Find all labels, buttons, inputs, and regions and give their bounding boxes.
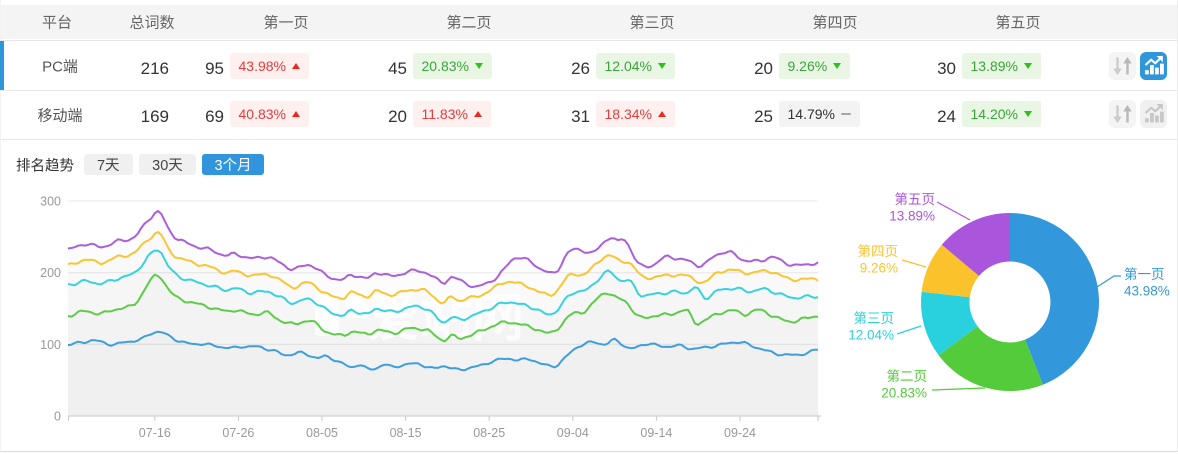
- svg-text:0: 0: [54, 410, 61, 424]
- svg-text:300: 300: [40, 195, 61, 209]
- svg-text:07-16: 07-16: [139, 426, 171, 440]
- svg-text:09-24: 09-24: [724, 426, 756, 440]
- svg-text:09-04: 09-04: [557, 426, 589, 440]
- svg-text:08-25: 08-25: [473, 426, 505, 440]
- svg-text:08-05: 08-05: [306, 426, 338, 440]
- svg-text:07-26: 07-26: [222, 426, 254, 440]
- svg-text:200: 200: [40, 266, 61, 280]
- svg-text:08-15: 08-15: [390, 426, 422, 440]
- svg-text:09-14: 09-14: [640, 426, 672, 440]
- svg-text:100: 100: [40, 338, 61, 352]
